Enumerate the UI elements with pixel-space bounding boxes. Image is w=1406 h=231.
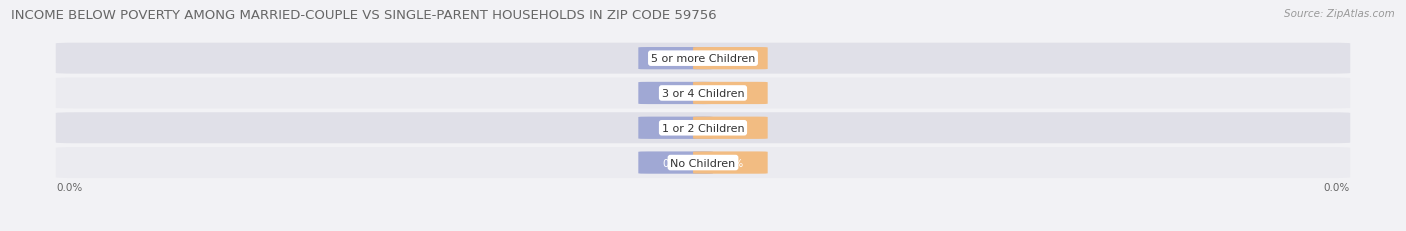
Text: 0.0%: 0.0%	[662, 88, 689, 99]
Text: Source: ZipAtlas.com: Source: ZipAtlas.com	[1284, 9, 1395, 19]
Text: 5 or more Children: 5 or more Children	[651, 54, 755, 64]
Text: 0.0%: 0.0%	[56, 182, 83, 192]
FancyBboxPatch shape	[56, 113, 1350, 144]
Text: 0.0%: 0.0%	[1323, 182, 1350, 192]
Text: 0.0%: 0.0%	[662, 54, 689, 64]
Text: 3 or 4 Children: 3 or 4 Children	[662, 88, 744, 99]
Text: 0.0%: 0.0%	[662, 123, 689, 133]
FancyBboxPatch shape	[56, 78, 1350, 109]
FancyBboxPatch shape	[638, 48, 713, 70]
FancyBboxPatch shape	[638, 152, 713, 174]
FancyBboxPatch shape	[693, 48, 768, 70]
Text: INCOME BELOW POVERTY AMONG MARRIED-COUPLE VS SINGLE-PARENT HOUSEHOLDS IN ZIP COD: INCOME BELOW POVERTY AMONG MARRIED-COUPL…	[11, 9, 717, 22]
FancyBboxPatch shape	[638, 82, 713, 105]
Text: 0.0%: 0.0%	[662, 158, 689, 168]
FancyBboxPatch shape	[693, 152, 768, 174]
Text: 0.0%: 0.0%	[717, 158, 744, 168]
FancyBboxPatch shape	[693, 82, 768, 105]
Text: No Children: No Children	[671, 158, 735, 168]
FancyBboxPatch shape	[693, 117, 768, 139]
Text: 0.0%: 0.0%	[717, 88, 744, 99]
Text: 0.0%: 0.0%	[717, 123, 744, 133]
FancyBboxPatch shape	[56, 43, 1350, 74]
Text: 0.0%: 0.0%	[717, 54, 744, 64]
FancyBboxPatch shape	[638, 117, 713, 139]
FancyBboxPatch shape	[56, 147, 1350, 178]
Text: 1 or 2 Children: 1 or 2 Children	[662, 123, 744, 133]
